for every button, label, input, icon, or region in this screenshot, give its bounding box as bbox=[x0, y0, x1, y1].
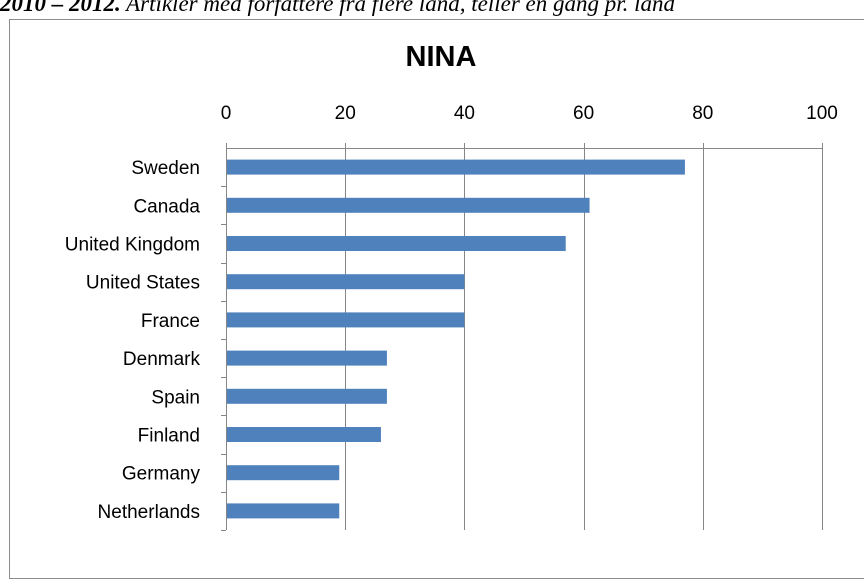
bar-sweden bbox=[227, 159, 685, 175]
category-label-france: France bbox=[141, 311, 200, 332]
bar-netherlands bbox=[227, 503, 340, 519]
category-label-netherlands: Netherlands bbox=[98, 502, 200, 523]
bar-united-states bbox=[227, 274, 465, 290]
category-label-canada: Canada bbox=[133, 196, 200, 217]
figure-caption: 2010 – 2012. Artikler med forfattere fra… bbox=[0, 0, 864, 17]
bar-canada bbox=[227, 197, 590, 213]
category-label-united-states: United States bbox=[86, 273, 200, 294]
category-label-finland: Finland bbox=[138, 426, 200, 447]
bar-france bbox=[227, 312, 465, 328]
x-tick-label-0: 0 bbox=[221, 103, 232, 124]
bar-spain bbox=[227, 388, 387, 404]
bar-germany bbox=[227, 465, 340, 481]
bar-united-kingdom bbox=[227, 236, 566, 251]
x-tick-label-60: 60 bbox=[573, 103, 594, 124]
category-label-united-kingdom: United Kingdom bbox=[65, 235, 200, 256]
axis-lines bbox=[221, 143, 823, 531]
category-label-spain: Spain bbox=[151, 387, 200, 408]
bar-denmark bbox=[227, 350, 387, 366]
x-tick-label-40: 40 bbox=[454, 103, 475, 124]
x-tick-label-20: 20 bbox=[335, 103, 356, 124]
x-tick-label-80: 80 bbox=[692, 103, 713, 124]
caption-text: Artikler med forfattere fra flere land, … bbox=[120, 0, 676, 16]
chart-title: NINA bbox=[406, 41, 477, 73]
category-label-germany: Germany bbox=[122, 464, 201, 485]
caption-years: 2010 – 2012. bbox=[0, 0, 121, 16]
bar-finland bbox=[227, 427, 381, 442]
x-tick-labels: 0 20 40 60 80 100 bbox=[221, 103, 838, 124]
x-tick-label-100: 100 bbox=[806, 103, 838, 124]
category-label-sweden: Sweden bbox=[131, 158, 200, 179]
bar-chart: NINA 0 20 40 60 80 100 Sweden Canada United Kin… bbox=[65, 41, 838, 531]
category-label-denmark: Denmark bbox=[123, 349, 201, 370]
bars bbox=[227, 159, 685, 519]
category-labels: Sweden Canada United Kingdom United States F… bbox=[65, 158, 201, 523]
